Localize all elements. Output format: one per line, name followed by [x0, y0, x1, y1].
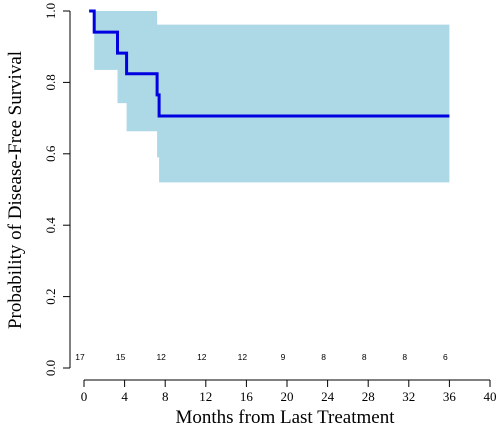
x-tick-label: 32	[402, 389, 415, 404]
number-at-risk-label: 8	[321, 352, 326, 362]
confidence-band	[89, 11, 450, 183]
number-at-risk-label: 15	[116, 352, 126, 362]
number-at-risk-label: 9	[281, 352, 286, 362]
number-at-risk-label: 12	[156, 352, 166, 362]
number-at-risk-label: 12	[197, 352, 207, 362]
y-tick-label: 0.0	[43, 360, 58, 376]
axes-layer: 0 4 8 12 16 20 24 28 32 36 40 0.0 0.2 0.4 0.6 0.8 1.0	[43, 3, 497, 404]
y-tick-label: 0.8	[43, 74, 58, 90]
number-at-risk-label: 17	[75, 352, 85, 362]
x-axis-title: Months from Last Treatment	[175, 407, 395, 428]
x-tick-label: 8	[162, 389, 169, 404]
x-tick-label: 16	[240, 389, 254, 404]
x-tick-label: 40	[484, 389, 497, 404]
x-tick-label: 4	[121, 389, 128, 404]
x-tick-label: 28	[362, 389, 375, 404]
confidence-band-layer	[89, 11, 450, 183]
x-tick-label: 36	[443, 389, 457, 404]
x-tick-label: 12	[199, 389, 212, 404]
x-tick-label: 20	[281, 389, 294, 404]
x-tick-label: 24	[321, 389, 335, 404]
number-at-risk-label: 12	[238, 352, 248, 362]
number-at-risk-label: 8	[362, 352, 367, 362]
x-tick-label: 0	[81, 389, 88, 404]
number-at-risk-layer: 17 15 12 12 12 9 8 8 8 6	[75, 352, 448, 362]
survival-curve-layer	[89, 9, 450, 118]
y-tick-label: 0.6	[43, 145, 58, 162]
y-tick-label: 1.0	[43, 3, 58, 19]
y-tick-label: 0.4	[43, 217, 58, 234]
y-tick-label: 0.2	[43, 288, 58, 304]
number-at-risk-label: 6	[443, 352, 448, 362]
survival-curve	[89, 9, 450, 118]
number-at-risk-label: 8	[402, 352, 407, 362]
y-axis-title: Probability of Disease-Free Survival	[5, 51, 26, 329]
